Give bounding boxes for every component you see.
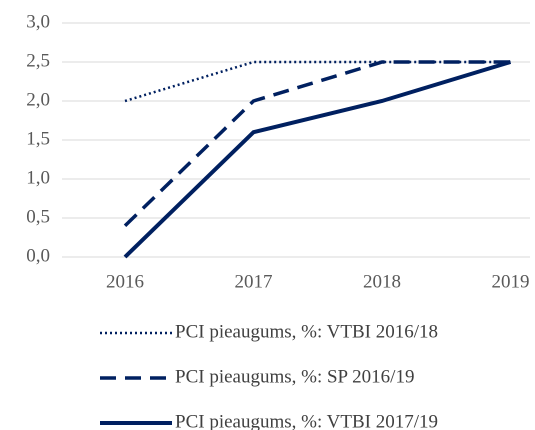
legend-label: PCI pieaugums, %: SP 2016/19 — [175, 366, 414, 387]
y-tick-label: 2,0 — [26, 89, 50, 110]
x-tick-label: 2016 — [106, 271, 144, 292]
y-tick-label: 1,5 — [26, 128, 50, 149]
y-tick-label: 1,0 — [26, 167, 50, 188]
x-tick-label: 2017 — [235, 271, 273, 292]
legend-label: PCI pieaugums, %: VTBI 2017/19 — [175, 411, 438, 430]
y-tick-label: 0,0 — [26, 245, 50, 266]
series-line — [123, 60, 511, 228]
x-tick-label: 2018 — [363, 271, 401, 292]
x-tick-label: 2019 — [492, 271, 530, 292]
series-line — [123, 60, 512, 259]
y-tick-label: 3,0 — [26, 11, 50, 32]
y-tick-label: 2,5 — [26, 50, 50, 71]
legend-label: PCI pieaugums, %: VTBI 2016/18 — [175, 321, 438, 342]
y-tick-label: 0,5 — [26, 206, 50, 227]
